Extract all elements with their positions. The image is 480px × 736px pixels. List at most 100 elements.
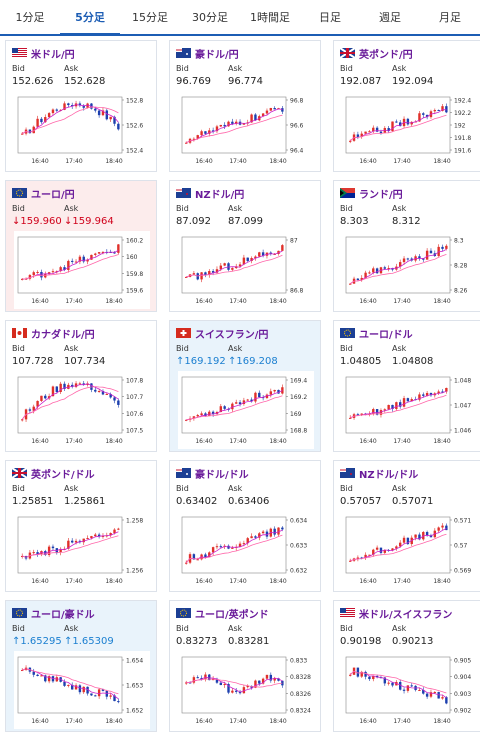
x-tick-label: 17:40 <box>65 578 82 585</box>
currency-pair-name[interactable]: NZドル/円 <box>195 189 245 201</box>
candle-body <box>375 127 379 132</box>
currency-pair-name[interactable]: 米ドル/スイスフラン <box>359 609 453 621</box>
rate-card[interactable]: ユーロ/ドル Bid Ask 1.04805 1.04808 1.048 1.047 1.04… <box>333 320 480 452</box>
candle-body <box>113 252 116 254</box>
currency-pair-name[interactable]: 豪ドル/ドル <box>195 469 249 481</box>
candlestick-chart[interactable]: 0.571 0.57 0.569 16:40 17:40 18:40 <box>342 511 478 589</box>
rate-card[interactable]: 英ポンド/ドル Bid Ask 1.25851 1.25861 1.258 1.256 16:… <box>5 460 157 592</box>
candle-body <box>86 259 89 262</box>
candlestick-chart[interactable]: 1.258 1.256 16:40 17:40 18:40 <box>14 511 150 589</box>
candlestick-chart[interactable]: 169.4 169.2 169 168.8 16:40 17:40 18:40 <box>178 371 314 449</box>
candle-body <box>383 128 387 134</box>
candle-body <box>101 535 105 537</box>
candlestick-chart[interactable]: 192.4 192.2 192 191.8 191.6 16:40 17:40 18:40 <box>342 91 478 169</box>
candle-body <box>391 548 394 551</box>
candle-body <box>406 398 410 402</box>
bid-value-text: 152.626 <box>12 76 54 87</box>
candle-body <box>113 116 116 124</box>
rate-card[interactable]: ランド/円 Bid Ask 8.303 8.312 8.3 8.28 8.26 16:40 17:… <box>333 180 480 312</box>
rate-card[interactable]: 英ポンド/円 Bid Ask 192.087 192.094 192.4 192.2 192 1… <box>333 40 480 172</box>
ask-value: 0.90213 <box>392 636 433 647</box>
bid-label: Bid <box>176 484 189 493</box>
candle-body <box>200 272 203 280</box>
x-tick-label: 17:40 <box>229 298 246 305</box>
candlestick-chart[interactable]: 87 86.8 16:40 17:40 18:40 <box>178 231 314 309</box>
currency-pair-name[interactable]: カナダドル/円 <box>31 329 95 341</box>
y-tick-label: 1.652 <box>126 708 143 715</box>
y-tick-label: 86.8 <box>290 288 304 295</box>
card-header: ユーロ/ドル <box>340 326 413 341</box>
candle-body <box>399 122 402 127</box>
candlestick-chart[interactable]: 1.048 1.047 1.046 16:40 17:40 18:40 <box>342 371 478 449</box>
candle-body <box>71 540 74 543</box>
tab-30min[interactable]: 30分足 <box>192 11 228 24</box>
ma-short-line <box>349 249 447 285</box>
currency-pair-name[interactable]: 英ポンド/円 <box>359 49 413 61</box>
currency-pair-name[interactable]: 豪ドル/円 <box>195 49 239 61</box>
candle-body <box>418 534 421 540</box>
rate-card[interactable]: スイスフラン/円 Bid Ask ↑169.192 ↑169.208 169.4 169.2… <box>169 320 321 452</box>
rate-card[interactable]: カナダドル/円 Bid Ask 107.728 107.734 107.8 107.7 107… <box>5 320 157 452</box>
candlestick-chart[interactable]: 0.905 0.904 0.903 0.902 16:40 17:40 18:40 <box>342 651 478 729</box>
candlestick-chart[interactable]: 160.2 160 159.8 159.6 16:40 17:40 18:40 <box>14 231 150 309</box>
y-tick-label: 96.8 <box>290 98 304 105</box>
candle-body <box>55 386 59 393</box>
rate-card[interactable]: 豪ドル/円 Bid Ask 96.769 96.774 96.8 96.6 96.4 16:40… <box>169 40 321 172</box>
plot-area <box>17 236 123 294</box>
candle-body <box>422 394 425 396</box>
y-tick-label: 169.4 <box>290 378 307 385</box>
candle-body <box>379 547 383 553</box>
rate-card[interactable]: NZドル/ドル Bid Ask 0.57057 0.57071 0.571 0.57 0.56… <box>333 460 480 592</box>
currency-pair-name[interactable]: 米ドル/円 <box>31 49 75 61</box>
candlestick-chart[interactable]: 0.634 0.633 0.632 16:40 17:40 18:40 <box>178 511 314 589</box>
tab-month[interactable]: 月足 <box>439 11 461 24</box>
currency-pair-name[interactable]: ランド/円 <box>359 189 403 201</box>
rate-card[interactable]: ユーロ/英ポンド Bid Ask 0.83273 0.83281 0.833 0.8328 0… <box>169 600 321 732</box>
bid-value: 1.04805 <box>340 356 381 367</box>
rate-card[interactable]: NZドル/円 Bid Ask 87.092 87.099 87 86.8 16:40 17:40… <box>169 180 321 312</box>
bid-value: 0.90198 <box>340 636 381 647</box>
candle-body <box>265 531 269 537</box>
candlestick-chart[interactable]: 1.654 1.653 1.652 16:40 17:40 18:40 <box>14 651 150 729</box>
tab-week[interactable]: 週足 <box>379 11 401 24</box>
currency-pair-name[interactable]: スイスフラン/円 <box>195 329 269 341</box>
rate-card[interactable]: ユーロ/円 Bid Ask ↓159.960 ↓159.964 160.2 160 159.8… <box>5 180 157 312</box>
ask-label: Ask <box>64 484 79 493</box>
y-tick-label: 0.569 <box>454 568 471 575</box>
currency-pair-name[interactable]: ユーロ/英ポンド <box>195 609 269 621</box>
currency-pair-name[interactable]: ユーロ/ドル <box>359 329 413 341</box>
rate-card[interactable]: 米ドル/スイスフラン Bid Ask 0.90198 0.90213 0.905 0.904… <box>333 600 480 732</box>
rate-card[interactable]: ユーロ/豪ドル Bid Ask ↑1.65295 ↑1.65309 1.654 1.653 1… <box>5 600 157 732</box>
y-tick-label: 192.2 <box>454 110 471 117</box>
candlestick-chart[interactable]: 0.833 0.8328 0.8326 0.8324 16:40 17:40 18:40 <box>178 651 314 729</box>
flag-icon <box>176 608 191 618</box>
candlestick-chart[interactable]: 96.8 96.6 96.4 16:40 17:40 18:40 <box>178 91 314 169</box>
candlestick-chart[interactable]: 8.3 8.28 8.26 16:40 17:40 18:40 <box>342 231 478 309</box>
tab-1min[interactable]: 1分足 <box>15 11 45 24</box>
tab-5min[interactable]: 5分足 <box>60 0 120 36</box>
rate-card[interactable]: 豪ドル/ドル Bid Ask 0.63402 0.63406 0.634 0.633 0.63… <box>169 460 321 592</box>
candle-body <box>441 697 444 699</box>
candle-body <box>368 676 371 680</box>
currency-pair-name[interactable]: NZドル/ドル <box>359 469 419 481</box>
currency-pair-name[interactable]: ユーロ/豪ドル <box>31 609 95 621</box>
candle-body <box>360 557 363 559</box>
candle-body <box>223 263 226 266</box>
ask-value-text: 0.83281 <box>228 636 270 647</box>
candle-body <box>265 674 269 679</box>
y-tick-label: 96.4 <box>290 148 304 155</box>
candle-body <box>215 126 219 132</box>
candle-body <box>101 391 105 395</box>
card-header: カナダドル/円 <box>12 326 95 341</box>
tab-1hour[interactable]: 1時間足 <box>250 11 290 24</box>
tab-15min[interactable]: 15分足 <box>132 11 168 24</box>
tab-day[interactable]: 日足 <box>319 11 341 24</box>
candle-body <box>21 419 24 421</box>
candle-body <box>223 124 226 127</box>
candle-body <box>387 128 390 132</box>
candlestick-chart[interactable]: 152.8 152.6 152.4 16:40 17:40 18:40 <box>14 91 150 169</box>
currency-pair-name[interactable]: 英ポンド/ドル <box>31 469 95 481</box>
candlestick-chart[interactable]: 107.8 107.7 107.6 107.5 16:40 17:40 18:40 <box>14 371 150 449</box>
rate-card[interactable]: 米ドル/円 Bid Ask 152.626 152.628 152.8 152.6 152.4… <box>5 40 157 172</box>
currency-pair-name[interactable]: ユーロ/円 <box>31 189 75 201</box>
